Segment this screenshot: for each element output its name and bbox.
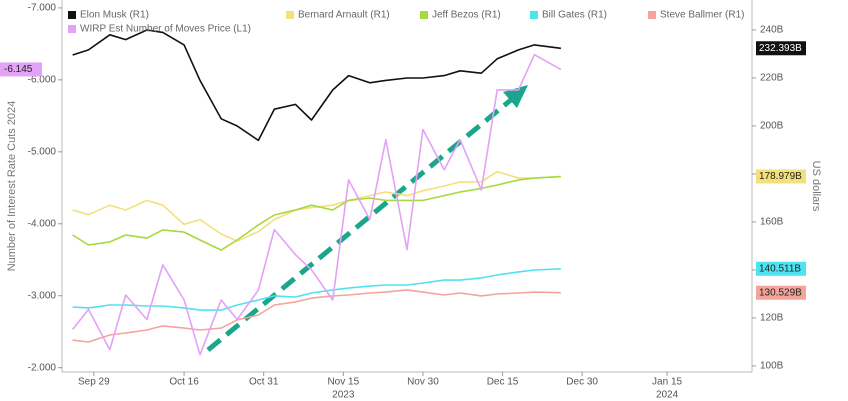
x-year-label: 2024 [656,390,679,401]
arrow-head [503,85,528,108]
x-tick-label: Dec 30 [566,377,598,388]
legend-swatch [68,25,76,33]
legend-label: WIRP Est Number of Moves Price (L1) [80,24,251,35]
legend-label: Elon Musk (R1) [80,10,149,21]
x-tick-label: Dec 15 [487,377,519,388]
value-tag-box [756,169,806,184]
legend-label: Steve Ballmer (R1) [660,10,744,21]
value-tag: 130.529B [756,285,806,300]
y-tick-label: -5.000 [28,146,57,157]
y-tick-label: -4.000 [28,218,57,229]
x-tick-label: Oct 31 [249,377,279,388]
trend-arrow [206,85,528,352]
legend-swatch [286,11,294,19]
value-tag: 140.511B [756,261,806,276]
series-line [72,289,561,343]
value-tag: 232.393B [756,41,806,56]
legend-swatch [420,11,428,19]
series-line [72,170,561,242]
y2-tick-label: 120B [760,313,784,324]
x-tick-label: Jan 15 [652,377,682,388]
arrow-shaft [206,97,514,352]
series-line [72,268,561,311]
legend-swatch [530,11,538,19]
y-tick-label: -3.000 [28,290,57,301]
value-tag-label: 140.511B [759,263,801,274]
x-tick-label: Oct 16 [169,377,199,388]
value-tag-label: 178.979B [759,171,802,182]
legend-swatch [648,11,656,19]
y-tick-label: -7.000 [28,3,57,14]
value-tag-box [0,62,42,77]
y2-tick-label: 220B [760,73,784,84]
legend-label: Bernard Arnault (R1) [298,10,390,21]
series-line [71,53,562,356]
series-line [72,175,561,251]
y2-tick-label: 100B [760,361,784,372]
legend-label: Bill Gates (R1) [542,10,607,21]
y2-tick-label: 160B [760,217,784,228]
value-tag-box [756,261,806,276]
x-year-label: 2023 [332,390,355,401]
value-tag-label: 130.529B [759,287,802,298]
y-tick-label: -6.000 [28,75,57,86]
y2-tick-label: 200B [760,121,784,132]
value-tag-box [756,41,806,56]
y-axis-title: Number of Interest Rate Cuts 2024 [6,101,18,272]
legend-swatch [68,11,76,19]
x-tick-label: Nov 30 [407,377,439,388]
x-tick-label: Sep 29 [78,377,110,388]
y-tick-label: -2.000 [28,362,57,373]
y2-axis-title: US dollars [810,161,822,212]
value-tag: -6.145 [0,62,42,77]
value-tag-label: 232.393B [759,43,802,54]
value-tag: 178.979B [756,169,806,184]
x-tick-label: Nov 15 [327,377,359,388]
value-tag-box [756,285,806,300]
series-line [72,29,562,142]
value-tag-label: -6.145 [4,64,33,75]
legend-label: Jeff Bezos (R1) [432,10,501,21]
y2-tick-label: 240B [760,25,784,36]
